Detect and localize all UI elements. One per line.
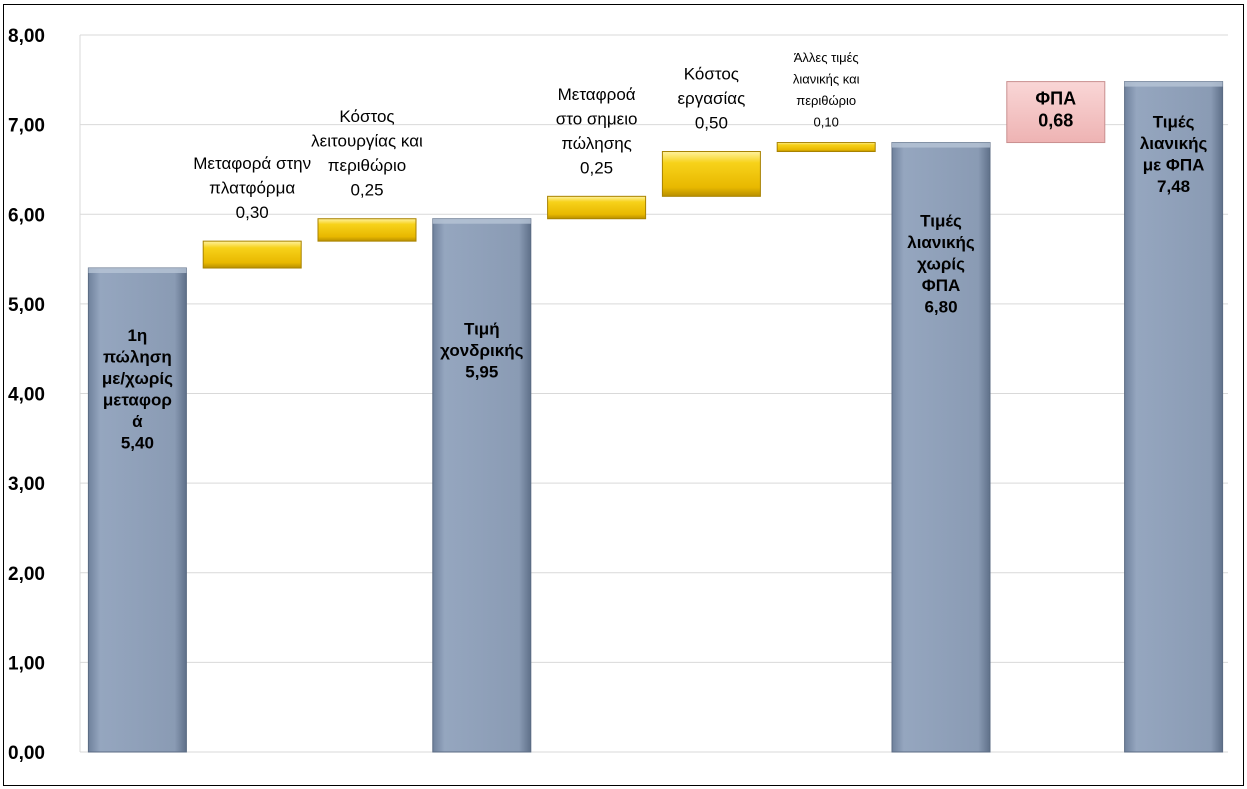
step-label-line: Κόστος <box>339 107 394 126</box>
vat-bar <box>1006 81 1106 144</box>
step-bar <box>661 151 761 197</box>
bar-label-line: Τιμή <box>464 320 500 339</box>
step-label-line: Κόστος <box>684 65 739 84</box>
bar-label-line: με ΦΠΑ <box>1143 156 1205 175</box>
y-tick-label: 6,00 <box>8 205 45 226</box>
vat-label-line: 0,68 <box>1038 111 1073 131</box>
step-label-line: 0,25 <box>580 158 613 177</box>
bar-label-line: 7,48 <box>1157 177 1190 196</box>
bar-labels: 1η πώληση με/χωρίς μεταφορ ά 5,40 Μεταφορά στη… <box>102 50 1208 452</box>
y-tick-label: 8,00 <box>8 26 45 47</box>
step-label-line: εργασίας <box>677 89 745 108</box>
bar-label-line: μεταφορ <box>103 391 172 410</box>
step-label-line: περιθώριο <box>796 93 856 108</box>
bar-top-bevel <box>892 142 990 148</box>
vat-label-line: ΦΠΑ <box>1035 89 1076 109</box>
step-bar <box>202 240 302 269</box>
step-label-line: 0,50 <box>695 114 728 133</box>
gridlines <box>79 34 1228 753</box>
step-bar <box>776 142 876 153</box>
bar-label-line: 6,80 <box>924 298 957 317</box>
bar-label-line: λιανικής <box>1140 134 1208 153</box>
bar-top-bevel <box>432 218 531 224</box>
bar-top-bevel <box>1124 81 1223 87</box>
step-label-line: πλατφόρμα <box>209 179 295 198</box>
total-bar <box>1124 81 1224 753</box>
y-tick-label: 0,00 <box>8 743 45 764</box>
step-label-line: λιανικής και <box>793 72 860 87</box>
total-bar <box>891 142 991 753</box>
step-label-line: 0,25 <box>350 181 383 200</box>
y-axis-ticks: 0,00 1,00 2,00 3,00 4,00 5,00 6,00 7,00 8,00 <box>8 26 45 764</box>
step-label-line: Μεταφροά <box>558 85 636 104</box>
bar-label-line: 5,95 <box>465 363 498 382</box>
bar-label-line: Τιμές <box>1153 113 1195 132</box>
bar-label-line: ΦΠΑ <box>922 276 961 295</box>
bar-top-bevel <box>88 268 187 274</box>
y-tick-label: 1,00 <box>8 653 45 674</box>
bar-label-line: πώληση <box>103 348 172 367</box>
bar-label-line: χωρίς <box>917 255 965 274</box>
step-label-line: στο σημειο <box>556 109 638 128</box>
y-tick-label: 2,00 <box>8 564 45 585</box>
bar-label-line: Τιμές <box>920 212 962 231</box>
bar-label-line: 5,40 <box>121 434 154 453</box>
total-bar <box>87 267 187 753</box>
bar-label-line: ά <box>132 412 143 431</box>
step-label-line: περιθώριο <box>328 156 406 175</box>
total-bar <box>432 218 532 753</box>
bars <box>87 81 1224 753</box>
step-label-line: πώλησης <box>561 134 632 153</box>
step-label-line: 0,10 <box>814 115 839 130</box>
y-tick-label: 3,00 <box>8 474 45 495</box>
bar-label-line: λιανικής <box>907 233 975 252</box>
step-bar <box>547 195 647 220</box>
y-tick-label: 7,00 <box>8 116 45 137</box>
y-tick-label: 5,00 <box>8 295 45 316</box>
bar-label-line: με/χωρίς <box>102 369 173 388</box>
step-label-line: Άλλες τιμές <box>794 50 859 65</box>
y-tick-label: 4,00 <box>8 385 45 406</box>
step-label-line: Μεταφορά στην <box>193 154 311 173</box>
bar-label-line: 1η <box>127 326 147 345</box>
step-label-line: 0,30 <box>236 203 269 222</box>
step-bar <box>317 218 417 242</box>
bar-label-line: χονδρικής <box>440 341 523 360</box>
step-label-line: λειτουργίας και <box>311 132 423 151</box>
